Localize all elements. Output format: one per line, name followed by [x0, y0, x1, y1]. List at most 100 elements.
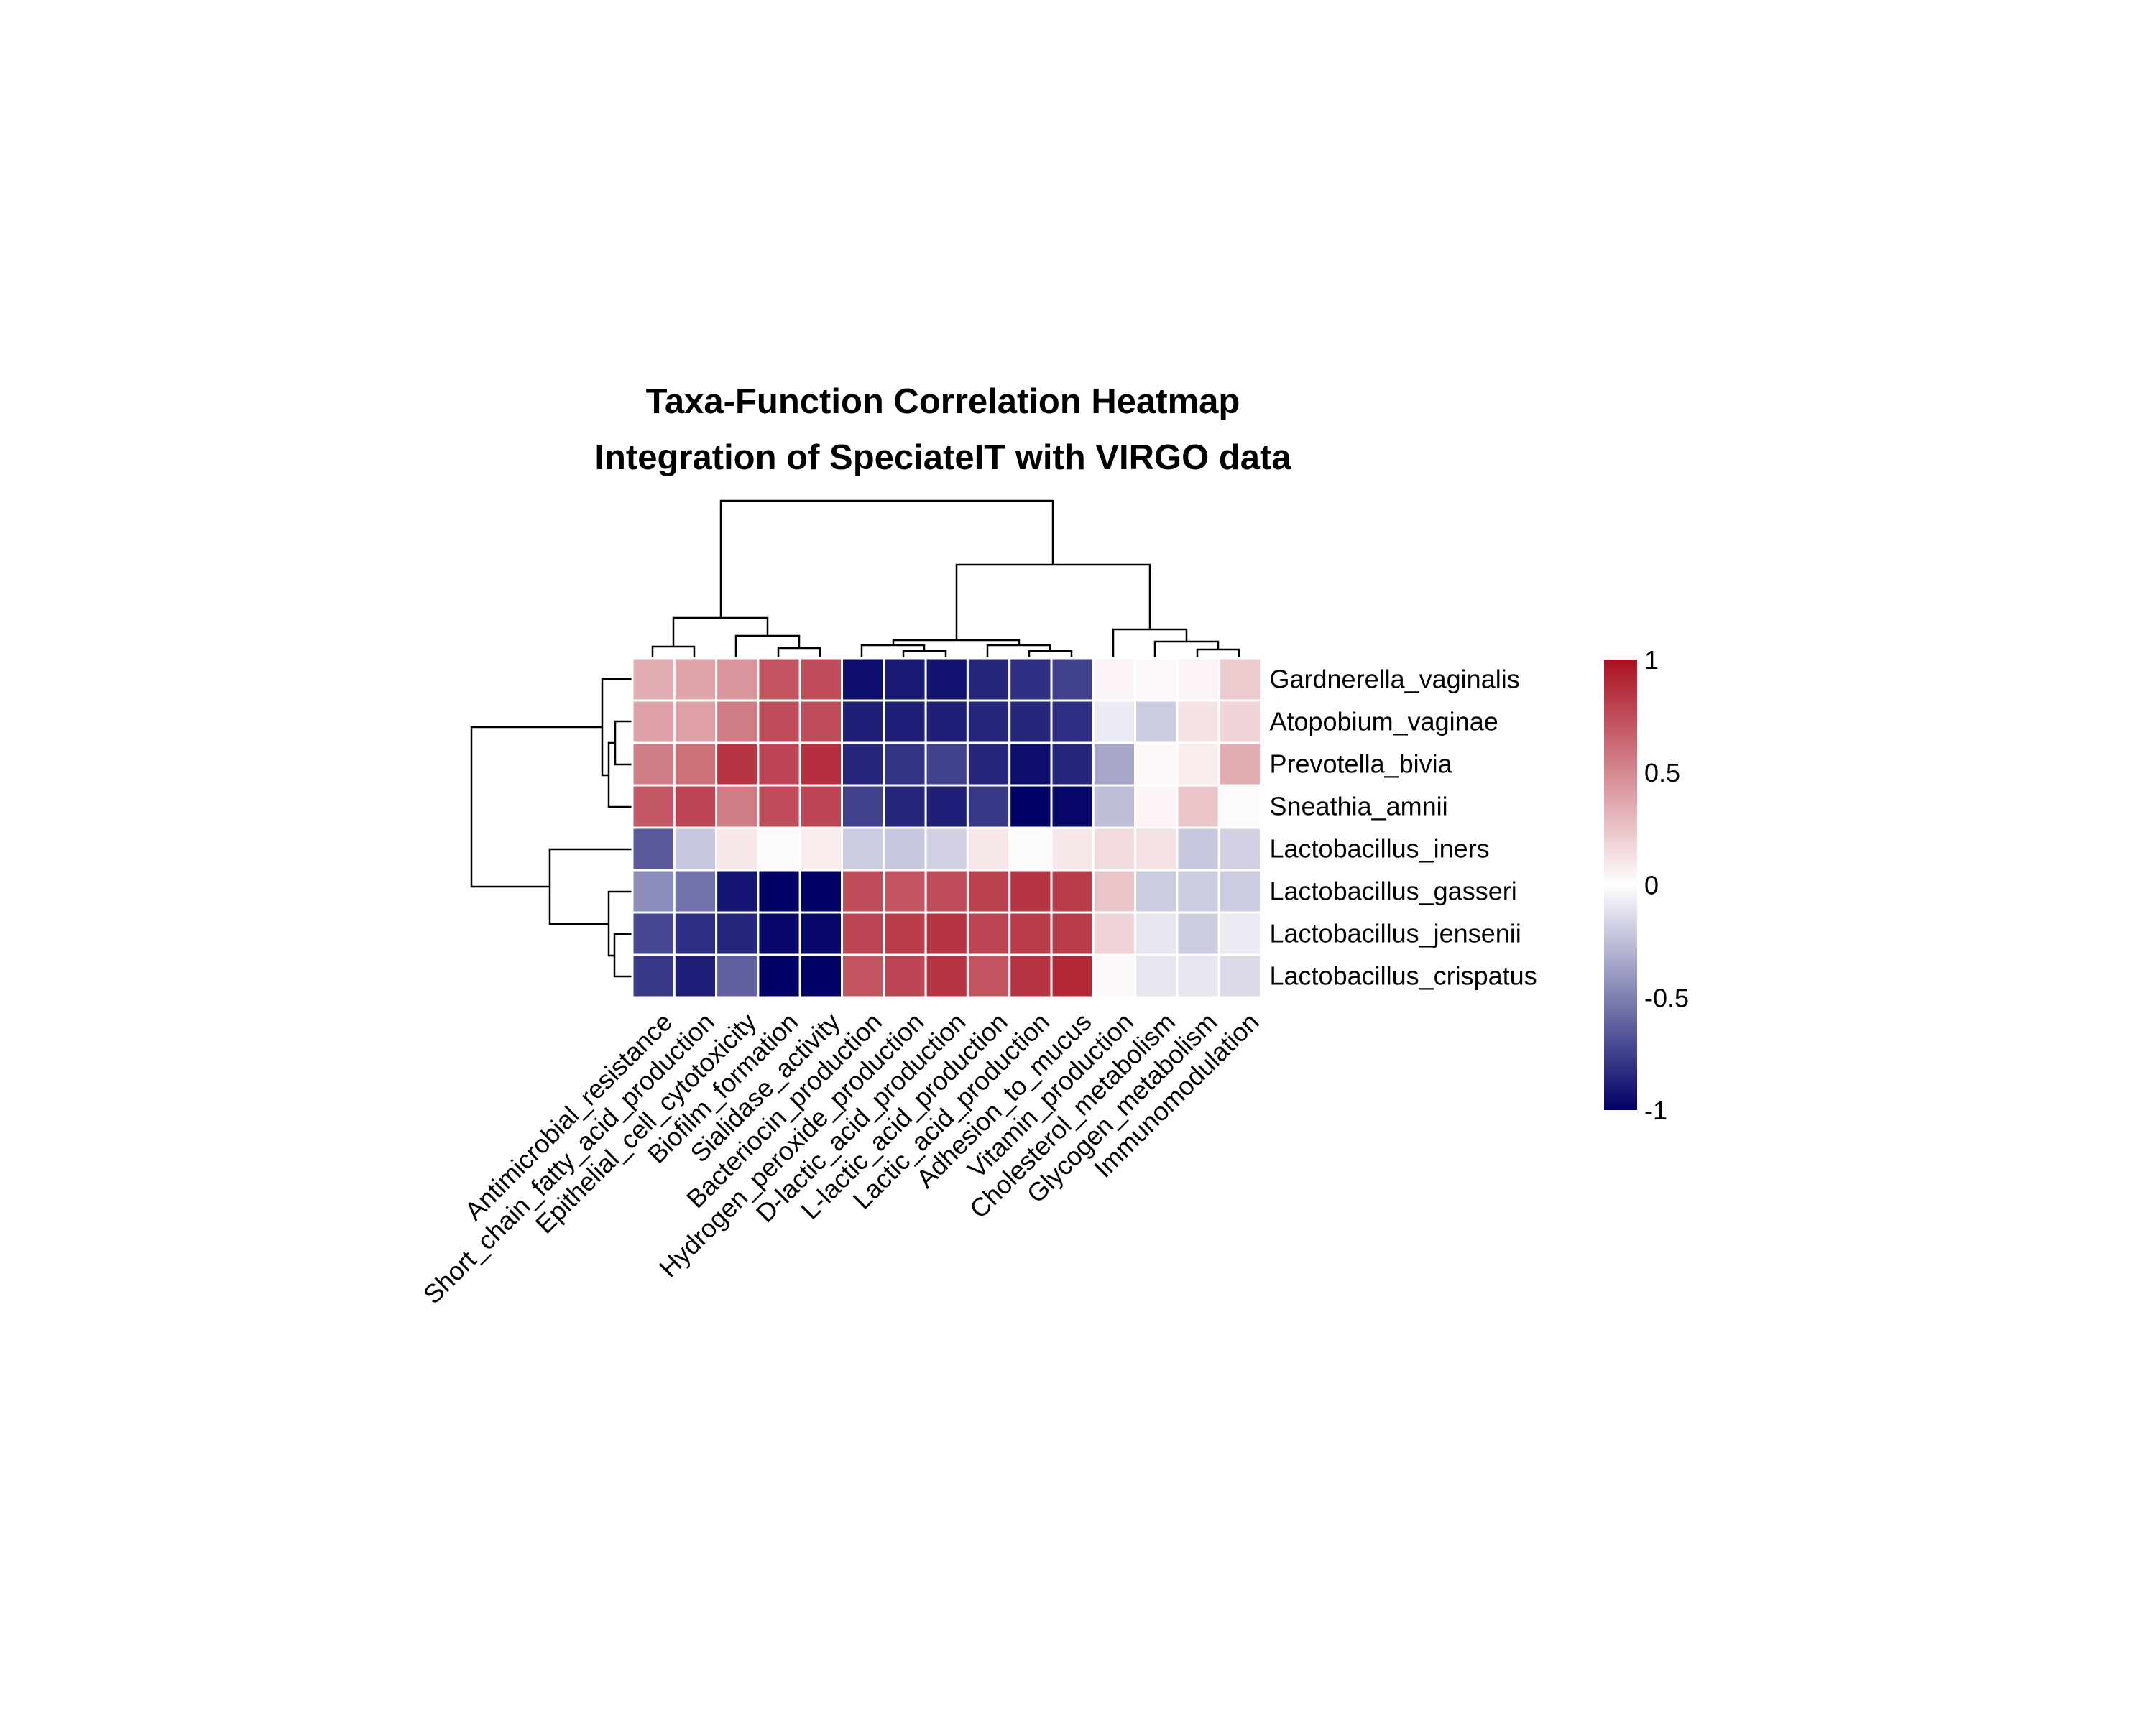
heatmap-cell: [673, 911, 718, 956]
heatmap-cell: [924, 657, 969, 702]
heatmap-cell: [1050, 699, 1095, 744]
heatmap-cell: [883, 657, 927, 702]
heatmap-cell: [966, 869, 1011, 914]
color-legend: 1 0.5 0 -0.5 -1: [1604, 645, 1689, 1125]
legend-tick-label: 0.5: [1644, 758, 1680, 787]
heatmap-cell: [1050, 911, 1095, 956]
heatmap-cell: [631, 699, 676, 744]
heatmap-cell: [883, 869, 927, 914]
heatmap-cell: [1176, 869, 1220, 914]
heatmap-cell: [798, 953, 843, 999]
col-dendrogram-branch: [651, 645, 696, 658]
row-label: Atopobium_vaginae: [1270, 707, 1498, 736]
heatmap-cell: [924, 911, 969, 956]
row-dendrogram-branch: [607, 741, 632, 808]
heatmap-cell: [1008, 869, 1053, 914]
col-dendrogram-branch: [734, 634, 801, 658]
heatmap-cell: [673, 699, 718, 744]
heatmap-cell: [924, 826, 969, 872]
heatmap-cell: [924, 699, 969, 744]
col-dendrogram-branch: [777, 647, 821, 658]
heatmap-cell: [1217, 826, 1262, 872]
heatmap-cell: [841, 953, 885, 999]
legend-color-bar: [1604, 660, 1637, 1110]
heatmap-cell: [673, 826, 718, 872]
heatmap-cell: [673, 784, 718, 829]
heatmap-cell: [631, 869, 676, 914]
heatmap-cell: [1176, 953, 1220, 999]
heatmap-cell: [757, 741, 801, 787]
heatmap-cell: [757, 784, 801, 829]
heatmap-cell: [841, 784, 885, 829]
heatmap-cell: [966, 953, 1011, 999]
row-label: Lactobacillus_jensenii: [1270, 919, 1521, 948]
heatmap-cell: [883, 826, 927, 872]
heatmap-cell: [1092, 741, 1137, 787]
heatmap-cell: [1134, 741, 1179, 787]
heatmap-cell: [841, 869, 885, 914]
heatmap-cell: [715, 953, 760, 999]
row-label: Lactobacillus_iners: [1270, 834, 1490, 864]
heatmap-cell: [1134, 699, 1179, 744]
legend-tick-label: 0: [1644, 871, 1659, 900]
heatmap-cell: [1008, 784, 1053, 829]
heatmap-cell: [631, 826, 676, 872]
heatmap-cell: [841, 741, 885, 787]
heatmap-cell: [715, 657, 760, 702]
legend-ticks: 1 0.5 0 -0.5 -1: [1644, 645, 1689, 1125]
heatmap-cell: [798, 826, 843, 872]
col-dendrogram-branch: [719, 499, 1054, 618]
heatmap-cell: [1092, 911, 1137, 956]
column-labels: Antimicrobial_resistanceShort_chain_fatt…: [418, 1007, 1265, 1309]
heatmap-cell: [631, 911, 676, 956]
heatmap-cell: [966, 699, 1011, 744]
row-dendrogram-branch: [614, 720, 632, 766]
heatmap-cell: [883, 699, 927, 744]
heatmap-cell: [841, 911, 885, 956]
heatmap-cell: [673, 741, 718, 787]
heatmap-cell: [1050, 741, 1095, 787]
heatmap-cell: [1176, 741, 1220, 787]
heatmap-cell: [631, 784, 676, 829]
heatmap-cell: [715, 784, 760, 829]
heatmap-cell: [924, 869, 969, 914]
heatmap-cell: [883, 911, 927, 956]
heatmap-cell: [1217, 869, 1262, 914]
heatmap-cell: [1134, 869, 1179, 914]
heatmap-cell: [841, 699, 885, 744]
col-dendrogram-branch: [1196, 648, 1240, 658]
row-label: Lactobacillus_gasseri: [1270, 877, 1517, 906]
heatmap-cell: [1134, 784, 1179, 829]
heatmap-cell: [798, 784, 843, 829]
heatmap-cell: [1217, 911, 1262, 956]
heatmap-cell: [1008, 911, 1053, 956]
heatmap-cell: [1134, 657, 1179, 702]
heatmap-cells: [631, 657, 1262, 999]
heatmap-cell: [1217, 953, 1262, 999]
heatmap-cell: [673, 869, 718, 914]
heatmap-cell: [1050, 869, 1095, 914]
heatmap-cell: [966, 784, 1011, 829]
heatmap-cell: [757, 911, 801, 956]
heatmap-cell: [966, 911, 1011, 956]
heatmap-cell: [757, 953, 801, 999]
row-dendrogram-branch: [548, 848, 632, 925]
row-label: Prevotella_bivia: [1270, 749, 1453, 779]
heatmap-cell: [631, 741, 676, 787]
heatmap-cell: [883, 953, 927, 999]
chart-subtitle: Integration of SpeciateIT with VIRGO dat…: [594, 438, 1291, 477]
row-label: Gardnerella_vaginalis: [1270, 665, 1520, 694]
heatmap-cell: [1008, 953, 1053, 999]
heatmap-cell: [1176, 911, 1220, 956]
heatmap-cell: [798, 741, 843, 787]
heatmap-cell: [1050, 953, 1095, 999]
heatmap-cell: [673, 953, 718, 999]
heatmap-cell: [1134, 826, 1179, 872]
heatmap-cell: [924, 953, 969, 999]
heatmap-cell: [715, 699, 760, 744]
row-dendrogram: [470, 678, 632, 978]
heatmap-cell: [798, 699, 843, 744]
heatmap-cell: [798, 657, 843, 702]
